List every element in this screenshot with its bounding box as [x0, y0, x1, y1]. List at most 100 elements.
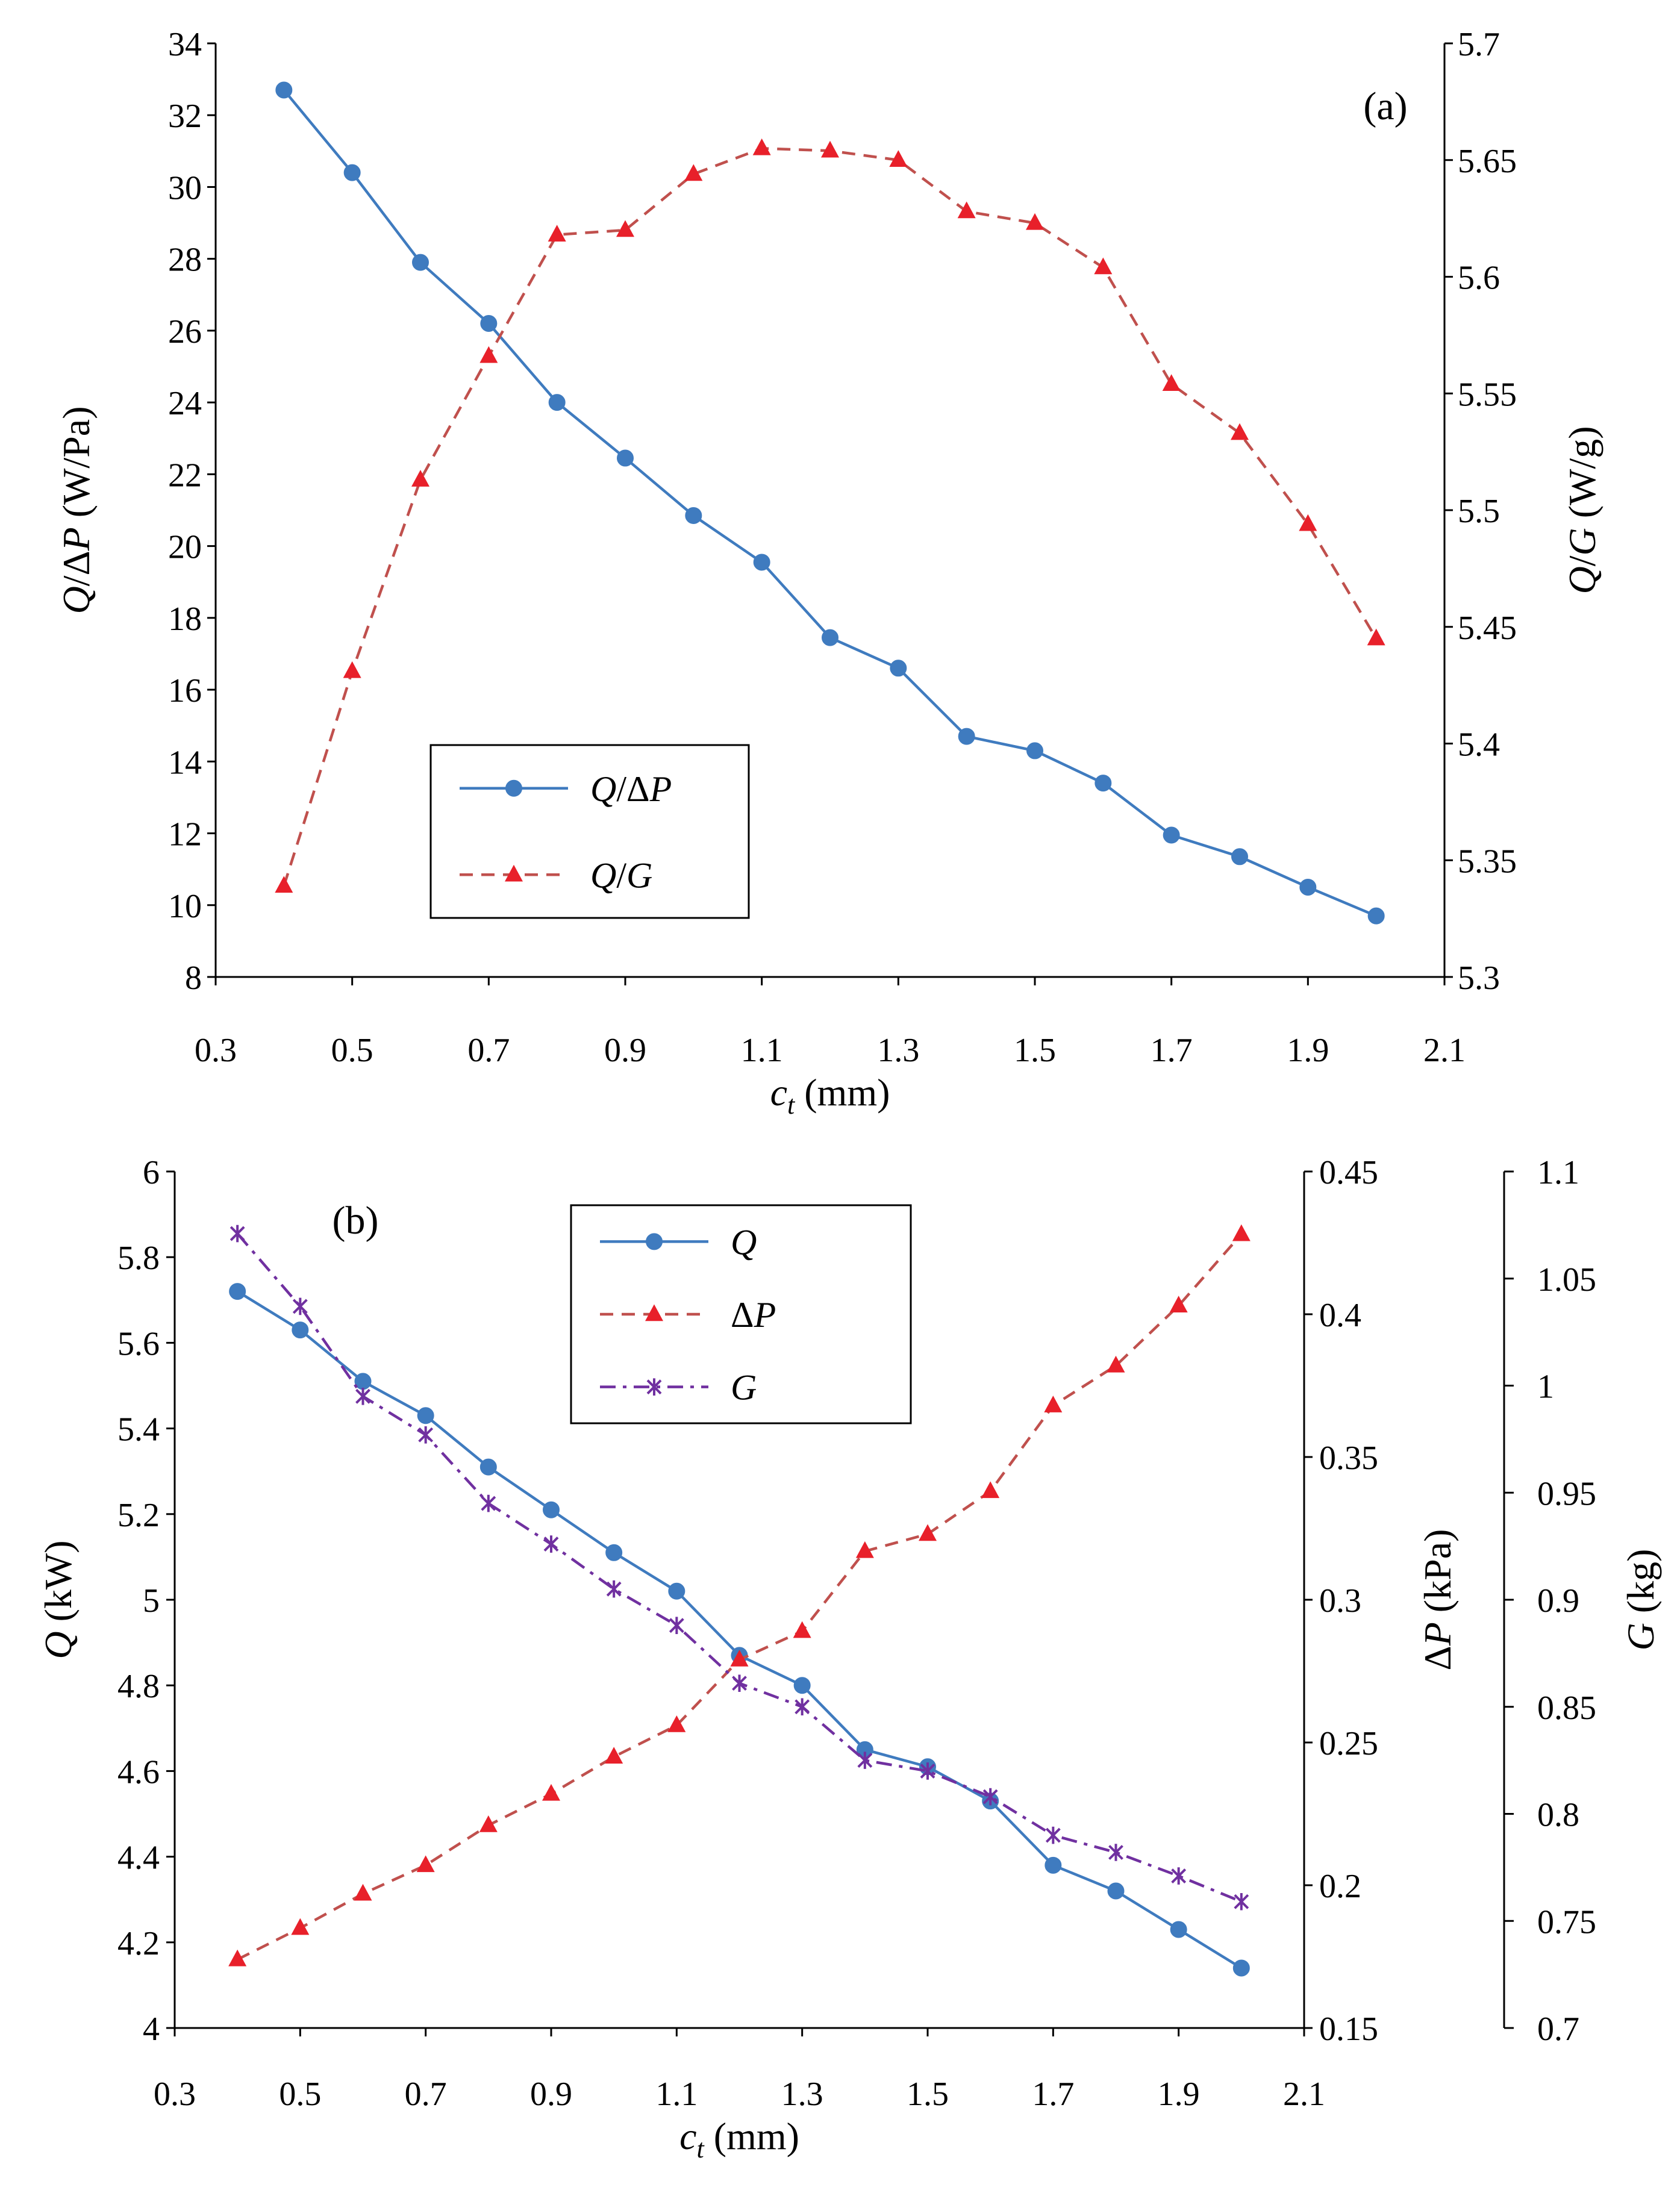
left-y-tick-label: 4.2 [117, 1925, 160, 1962]
x-tick-label: 1.3 [877, 1032, 919, 1069]
data-point [793, 1677, 811, 1694]
legend-label: Q/ΔP [590, 769, 672, 809]
x-tick-label: 0.7 [467, 1032, 510, 1069]
x-tick-label: 1.1 [655, 2076, 698, 2113]
data-point [548, 225, 566, 242]
data-point [1231, 848, 1248, 866]
data-point [752, 138, 771, 155]
x-tick-label: 0.5 [279, 2076, 321, 2113]
right-y-tick-label: 5.5 [1458, 493, 1500, 530]
left-y-tick-label: 34 [168, 26, 202, 63]
data-point [479, 1458, 497, 1476]
left-y-tick-label: 30 [168, 169, 202, 207]
data-point [1169, 1296, 1188, 1313]
data-point [1026, 213, 1044, 230]
right2-y-tick-label: 0.8 [1537, 1797, 1579, 1834]
left-axis-label: Q (kW) [37, 1540, 80, 1659]
legend-marker [505, 779, 522, 797]
right-y-tick-label: 0.3 [1319, 1582, 1361, 1620]
right2-y-tick-label: 1.05 [1537, 1261, 1596, 1299]
left-y-tick-label: 4.8 [117, 1668, 160, 1705]
data-point [479, 1815, 498, 1832]
series-Q/G [275, 138, 1385, 893]
left-y-tick-label: 5 [143, 1582, 160, 1620]
data-point [412, 254, 429, 271]
x-tick-label: 2.1 [1423, 1032, 1466, 1069]
data-point [1045, 1856, 1062, 1874]
chart-panel-a: 0.3 0.5 0.7 0.9 1.1 1.3 1.5 1.7 1.9 2.1 ct (mm) 8 10… [55, 26, 1603, 1120]
data-point [411, 470, 429, 487]
right-y-tick-label: 0.15 [1319, 2011, 1378, 2048]
data-point [793, 1621, 811, 1638]
data-point [1299, 514, 1317, 531]
data-point [605, 1747, 623, 1764]
right2-y-tick-label: 0.75 [1537, 1903, 1596, 1941]
data-point [753, 554, 770, 571]
x-tick-label: 0.7 [405, 2076, 447, 2113]
data-point [1094, 775, 1112, 792]
left-y-tick-label: 4.4 [117, 1839, 160, 1877]
left-y-tick-label: 5.8 [117, 1240, 160, 1277]
data-point [606, 1580, 622, 1598]
legend: Q ΔP G [570, 1204, 912, 1424]
data-point [228, 1949, 247, 1967]
right2-y-tick-label: 0.95 [1537, 1475, 1596, 1512]
left-y-tick-label: 4.6 [117, 1753, 160, 1791]
left-y-tick-label: 10 [168, 888, 202, 925]
series-ΔP [228, 1224, 1251, 1967]
right2-y-tick-label: 1 [1537, 1368, 1554, 1406]
legend-label: Q/G [590, 855, 652, 895]
data-point [1162, 374, 1181, 391]
left-y-tick-label: 24 [168, 385, 202, 422]
data-point [889, 150, 908, 167]
x-tick-label: 0.3 [195, 1032, 237, 1069]
data-point [229, 1283, 246, 1300]
data-point [1170, 1921, 1187, 1938]
data-point [684, 164, 703, 181]
x-tick-label: 0.5 [331, 1032, 373, 1069]
data-point [821, 140, 839, 158]
data-point [1367, 907, 1385, 925]
left-y-tick-label: 8 [185, 959, 202, 997]
right-y-tick-label: 0.2 [1319, 1868, 1361, 1905]
data-point [605, 1544, 623, 1561]
legend-marker [646, 1233, 663, 1250]
data-point [855, 1541, 874, 1558]
right-y-tick-label: 0.45 [1319, 1154, 1378, 1191]
x-tick-label: 1.3 [781, 2076, 823, 2113]
legend-marker [646, 1378, 662, 1396]
data-point [416, 1855, 435, 1873]
x-tick-label: 0.3 [154, 2076, 196, 2113]
data-point [957, 201, 976, 219]
data-point [292, 1297, 308, 1315]
data-point [685, 507, 702, 524]
left-y-tick-label: 26 [168, 313, 202, 351]
left-y-tick-label: 28 [168, 242, 202, 279]
data-point [479, 346, 498, 363]
data-point [343, 164, 361, 181]
panel-tag: (b) [333, 1199, 379, 1243]
left-y-tick-label: 22 [168, 457, 202, 494]
panel-tag: (a) [1363, 84, 1407, 128]
data-point [481, 1494, 496, 1512]
legend-label: Q [731, 1222, 757, 1262]
data-point [292, 1321, 309, 1339]
x-tick-label: 1.9 [1158, 2076, 1200, 2113]
legend-box [429, 744, 750, 919]
x-tick-label: 1.5 [907, 2076, 949, 2113]
data-point [617, 449, 634, 467]
data-point [667, 1715, 686, 1732]
data-point [958, 728, 975, 745]
data-point [1232, 1224, 1251, 1241]
data-point [669, 1617, 684, 1634]
right-y-tick-label: 5.7 [1458, 26, 1500, 63]
right-y-tick-label: 5.6 [1458, 260, 1500, 297]
data-point [1232, 1959, 1250, 1977]
data-point [1044, 1396, 1063, 1412]
data-point [355, 1387, 370, 1405]
data-point [1234, 1892, 1249, 1911]
data-point [418, 1426, 434, 1444]
x-tick-label: 1.1 [741, 1032, 783, 1069]
right-y-tick-label: 5.3 [1458, 959, 1500, 997]
series-Q/ΔP [275, 81, 1385, 925]
